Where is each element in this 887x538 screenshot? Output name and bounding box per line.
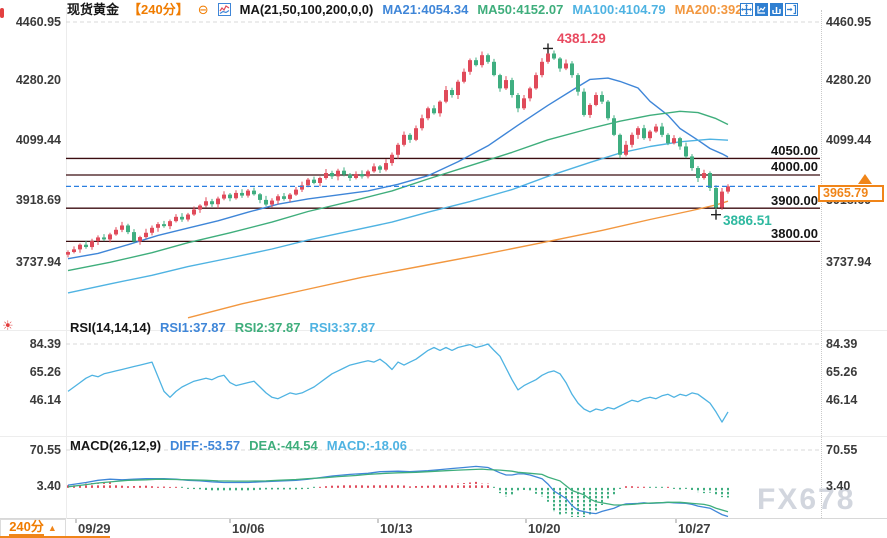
- level-label: 4000.00: [771, 159, 818, 174]
- y-axis-label: 4280.20: [15, 73, 61, 87]
- period-tab-label: 240分: [9, 519, 44, 536]
- macd-header: MACD(26,12,9) DIFF:-53.57 DEA:-44.54 MAC…: [70, 438, 407, 453]
- sun-icon[interactable]: ☀: [2, 318, 14, 333]
- ma50-value: MA50:4152.07: [477, 2, 564, 17]
- indicator-window-icon[interactable]: [755, 3, 768, 16]
- macd-axis-label: 3.40: [36, 479, 61, 493]
- y-axis-label: 3918.69: [15, 193, 61, 207]
- period-tab[interactable]: 240分 ▲: [0, 519, 66, 537]
- diff-value: DIFF:-53.57: [170, 438, 241, 453]
- triangle-up-icon: ▲: [47, 523, 57, 533]
- period-label: 【240分】: [128, 2, 189, 17]
- date-label: 10/13: [380, 521, 413, 536]
- date-label: 10/27: [678, 521, 711, 536]
- rsi2-value: RSI2:37.87: [234, 320, 301, 335]
- rsi-axis-label: 84.39: [29, 337, 61, 351]
- rsi-axis-label: 65.26: [826, 365, 858, 379]
- high-annotation: 4381.29: [557, 31, 606, 46]
- macd-axis-label: 3.40: [826, 479, 851, 493]
- rsi-axis-label: 84.39: [826, 337, 858, 351]
- y-axis-label: 4099.44: [15, 133, 61, 147]
- level-label: 4050.00: [771, 143, 818, 158]
- y-axis-label: 4460.95: [15, 15, 61, 29]
- rsi-settings-label: RSI(14,14,14): [70, 320, 151, 335]
- main-chart-header: 现货黄金 【240分】 ⊖ MA(21,50,100,200,0,0) MA21…: [67, 2, 743, 17]
- panel-divider: [0, 436, 887, 437]
- y-axis-label: 4099.44: [826, 133, 872, 147]
- right-axis-line: [821, 10, 822, 518]
- ma200-value: MA200:392: [674, 2, 743, 17]
- y-axis-label: 3737.94: [826, 255, 872, 269]
- move-icon[interactable]: [740, 3, 753, 16]
- y-axis-label: 3737.94: [15, 255, 61, 269]
- level-label: 3900.00: [771, 193, 818, 208]
- drag-handle-icon[interactable]: [0, 8, 4, 18]
- price-up-arrow-icon: [858, 174, 872, 184]
- date-label: 10/06: [232, 521, 265, 536]
- rsi1-value: RSI1:37.87: [159, 320, 226, 335]
- y-axis-label: 4460.95: [826, 15, 872, 29]
- rsi3-value: RSI3:37.87: [309, 320, 376, 335]
- last-price-tag: 3965.79: [818, 185, 884, 202]
- macd-axis-label: 70.55: [826, 443, 858, 457]
- ma-settings-label: MA(21,50,100,200,0,0): [239, 2, 374, 17]
- low-annotation: 3886.51: [723, 213, 772, 228]
- date-axis-border: [0, 518, 887, 519]
- panel-divider: [0, 330, 887, 331]
- collapse-icon[interactable]: ⊖: [197, 2, 209, 17]
- drawings-icon[interactable]: [770, 3, 783, 16]
- watermark: FX678: [757, 483, 856, 516]
- rsi-axis-label: 46.14: [29, 393, 61, 407]
- y-axis-label: 4280.20: [826, 73, 872, 87]
- instrument-title: 现货黄金: [67, 2, 120, 17]
- macd-value: MACD:-18.06: [326, 438, 407, 453]
- exit-icon[interactable]: [785, 3, 798, 16]
- ma100-value: MA100:4104.79: [572, 2, 666, 17]
- macd-axis-label: 70.55: [29, 443, 61, 457]
- date-label: 09/29: [78, 521, 111, 536]
- dea-value: DEA:-44.54: [249, 438, 318, 453]
- rsi-axis-label: 46.14: [826, 393, 858, 407]
- macd-settings-label: MACD(26,12,9): [70, 438, 162, 453]
- level-label: 3800.00: [771, 226, 818, 241]
- chart-toolbar: [740, 3, 798, 16]
- plot-left-border: [66, 8, 67, 519]
- date-label: 10/20: [528, 521, 561, 536]
- ma21-value: MA21:4054.34: [382, 2, 469, 17]
- rsi-header: RSI(14,14,14) RSI1:37.87 RSI2:37.87 RSI3…: [70, 320, 375, 335]
- rsi-axis-label: 65.26: [29, 365, 61, 379]
- scroll-indicator[interactable]: [0, 536, 110, 538]
- mini-chart-icon: [217, 3, 231, 16]
